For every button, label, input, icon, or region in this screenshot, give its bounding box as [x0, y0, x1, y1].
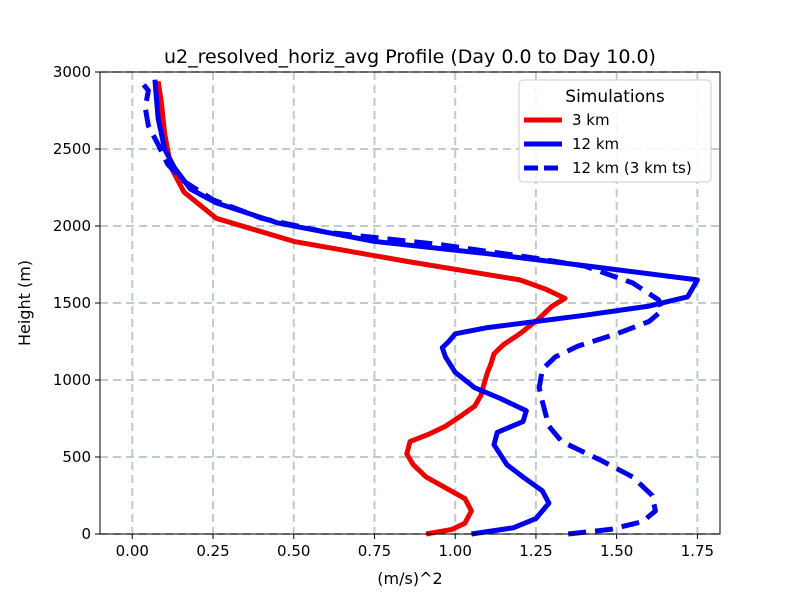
legend-label-12km: 12 km: [572, 135, 619, 153]
x-axis-label: (m/s)^2: [377, 569, 442, 588]
y-tick-label: 0: [81, 525, 91, 543]
series-layer: [140, 79, 700, 537]
y-tick-label: 3000: [53, 63, 91, 81]
y-tick-label: 2500: [53, 140, 91, 158]
tick-layer: 0.00 0.25 0.50 0.75 1.00 1.25 1.50 1.75 0 500 1000…: [53, 63, 714, 560]
y-axis-label: Height (m): [15, 260, 34, 346]
series-line-2: [152, 79, 700, 537]
legend-title: Simulations: [565, 87, 665, 107]
legend-label-3km: 3 km: [572, 111, 610, 129]
x-tick-label: 0.75: [358, 542, 391, 560]
x-tick-label: 0.50: [277, 542, 310, 560]
x-tick-label: 0.25: [196, 542, 229, 560]
x-tick-label: 1.00: [439, 542, 472, 560]
y-tick-label: 2000: [53, 217, 91, 235]
x-tick-label: 1.25: [519, 542, 552, 560]
series-line-3: [140, 81, 665, 537]
legend-label-12km-3kmts: 12 km (3 km ts): [572, 159, 692, 177]
y-tick-label: 1000: [53, 371, 91, 389]
x-tick-label: 1.50: [600, 542, 633, 560]
chart-title: u2_resolved_horiz_avg Profile (Day 0.0 t…: [164, 46, 656, 68]
grid-layer: [100, 71, 720, 535]
x-tick-label: 0.00: [116, 542, 149, 560]
y-tick-label: 500: [62, 448, 91, 466]
x-tick-label: 1.75: [681, 542, 714, 560]
legend-box: [518, 79, 712, 183]
y-tick-label: 1500: [53, 294, 91, 312]
legend: Simulations 3 km 12 km 12 km (3 km ts): [518, 79, 712, 183]
series-line-1: [155, 80, 568, 537]
